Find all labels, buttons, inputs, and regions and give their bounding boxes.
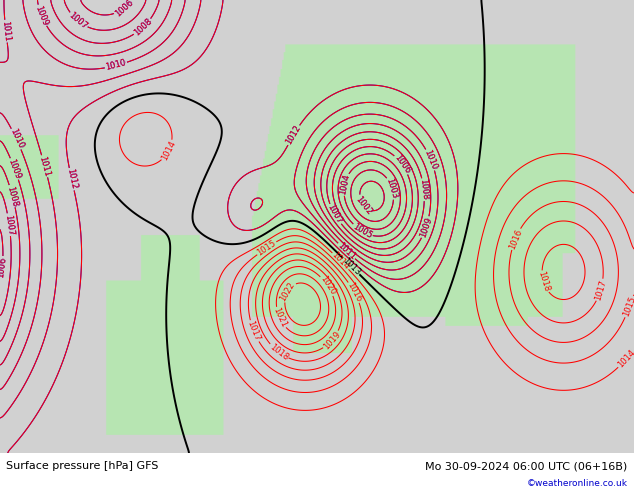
Text: 1006: 1006: [392, 153, 412, 176]
Text: 1009: 1009: [34, 4, 49, 27]
Text: Surface pressure [hPa] GFS: Surface pressure [hPa] GFS: [6, 461, 158, 471]
Text: 1016: 1016: [346, 281, 363, 304]
Text: 1010: 1010: [8, 127, 25, 150]
Text: Mo 30-09-2024 06:00 UTC (06+16B): Mo 30-09-2024 06:00 UTC (06+16B): [425, 461, 628, 471]
Text: 1011: 1011: [0, 20, 11, 42]
Text: 1008: 1008: [418, 179, 429, 200]
Text: 1010: 1010: [105, 58, 127, 73]
Text: 1009: 1009: [7, 157, 22, 180]
Text: 1009: 1009: [418, 216, 434, 239]
Text: 1013: 1013: [340, 256, 362, 277]
Text: 1022: 1022: [278, 280, 297, 303]
Text: 1002: 1002: [354, 194, 373, 216]
Text: 1010: 1010: [423, 148, 439, 171]
Text: 1006: 1006: [113, 0, 135, 18]
Text: 1007: 1007: [67, 11, 89, 31]
Text: 1012: 1012: [285, 124, 303, 147]
Text: 1019: 1019: [321, 329, 342, 351]
Text: 1011: 1011: [37, 155, 52, 177]
Text: 1003: 1003: [385, 177, 399, 200]
Text: 1017: 1017: [593, 279, 608, 301]
Text: 1004: 1004: [338, 173, 351, 196]
Text: 1005: 1005: [351, 222, 373, 241]
Text: 1011: 1011: [335, 241, 357, 262]
Text: 1009: 1009: [418, 216, 434, 239]
Text: 1016: 1016: [507, 227, 524, 250]
Text: 1006: 1006: [0, 256, 8, 279]
Text: 1006: 1006: [113, 0, 135, 18]
Text: 1010: 1010: [105, 58, 127, 73]
Text: 1010: 1010: [423, 148, 439, 171]
Text: 1008: 1008: [5, 185, 20, 207]
Text: 1011: 1011: [37, 155, 52, 177]
Text: 1007: 1007: [326, 203, 344, 226]
Text: 1006: 1006: [392, 153, 412, 176]
Text: 1008: 1008: [133, 17, 154, 38]
Text: 1007: 1007: [326, 203, 344, 226]
Text: 1007: 1007: [3, 214, 15, 236]
Text: ©weatheronline.co.uk: ©weatheronline.co.uk: [527, 479, 628, 488]
Text: 1004: 1004: [338, 173, 351, 196]
Text: 1018: 1018: [536, 270, 551, 293]
Text: 1010: 1010: [8, 127, 25, 150]
Text: 1005: 1005: [351, 222, 373, 241]
Text: 1009: 1009: [7, 157, 22, 180]
Text: 1002: 1002: [354, 194, 373, 216]
Text: 1008: 1008: [418, 179, 429, 200]
Text: 1014: 1014: [160, 139, 178, 162]
Text: 1014: 1014: [330, 250, 351, 271]
Text: 1011: 1011: [335, 241, 357, 262]
Text: 1008: 1008: [5, 185, 20, 207]
Text: 1015: 1015: [621, 295, 634, 318]
Text: 1006: 1006: [0, 256, 8, 279]
Text: 1015: 1015: [256, 239, 278, 258]
Text: 1012: 1012: [65, 168, 78, 191]
Text: 1003: 1003: [385, 177, 399, 200]
Text: 1020: 1020: [318, 274, 337, 297]
Text: 1011: 1011: [0, 20, 11, 42]
Text: 1021: 1021: [271, 306, 288, 329]
Text: 1017: 1017: [246, 319, 262, 343]
Text: 1018: 1018: [268, 342, 290, 362]
Text: 1012: 1012: [65, 168, 78, 191]
Text: 1007: 1007: [67, 11, 89, 31]
Text: 1012: 1012: [285, 124, 303, 147]
Text: 1008: 1008: [133, 17, 154, 38]
Text: 1009: 1009: [34, 4, 49, 27]
Text: 1007: 1007: [3, 214, 15, 236]
Text: 1014: 1014: [616, 348, 634, 369]
